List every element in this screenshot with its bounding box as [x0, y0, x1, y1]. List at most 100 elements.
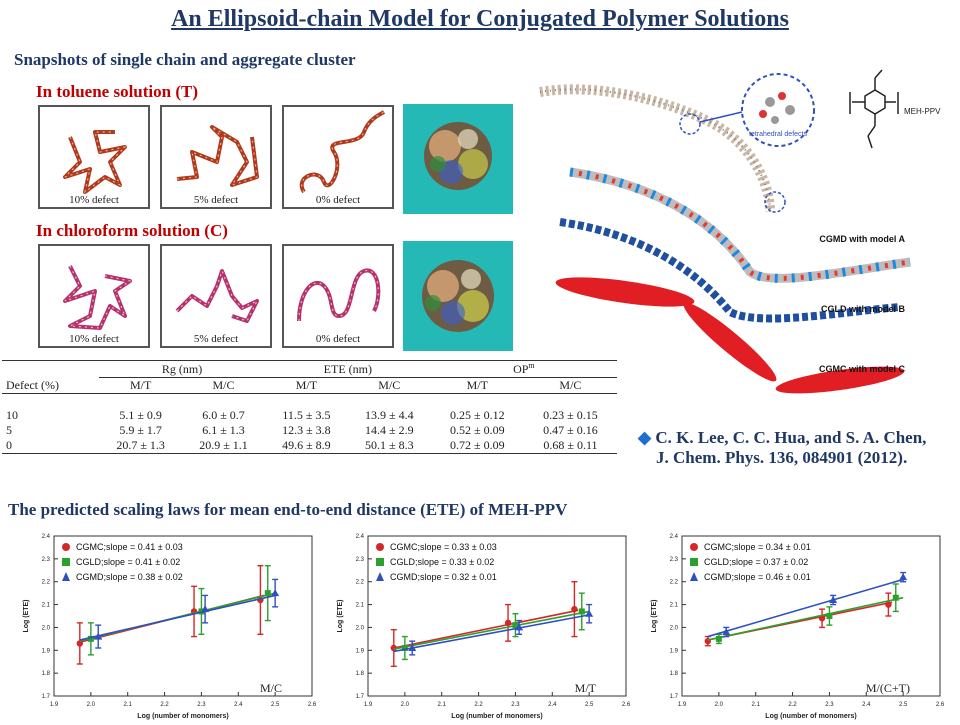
y-tick-label: 2.1: [356, 603, 365, 609]
model-c-label: CGMC with model C: [819, 364, 905, 374]
panel-label: M/(C+T): [866, 681, 910, 695]
aggregate-cluster-chloroform: [403, 241, 513, 351]
data-point: [899, 573, 908, 581]
reference-line-1: C. K. Lee, C. C. Hua, and S. A. Chen,: [655, 428, 927, 447]
legend-marker: [62, 558, 70, 566]
legend-entry: CGMD;slope = 0.38 ± 0.02: [76, 572, 183, 582]
y-axis-label: Log (ETE): [23, 599, 30, 632]
x-tick-label: 2.1: [752, 702, 761, 708]
y-tick-label: 1.7: [670, 694, 679, 700]
header-op: OPm: [430, 360, 617, 378]
x-axis-label: Log (number of monomers): [451, 713, 542, 720]
legend-entry: CGMD;slope = 0.46 ± 0.01: [704, 572, 811, 582]
table-cell: 20.9 ± 1.1: [199, 438, 248, 452]
diamond-bullet-icon: ◆: [638, 428, 652, 447]
model-illustration: tetrahedral defects MEH-PPV CGMD with mo…: [539, 69, 941, 394]
y-tick-label: 1.7: [42, 694, 51, 700]
data-point: [715, 635, 722, 642]
aggregate-cluster-toluene: [403, 104, 513, 214]
x-tick-label: 1.9: [50, 702, 59, 708]
data-point: [504, 619, 512, 627]
meh-ppv-label: MEH-PPV: [904, 107, 941, 116]
snapshot-chloroform-0: 0% defect: [282, 244, 394, 348]
x-tick-label: 2.5: [585, 702, 594, 708]
table-cell: 20.7 ± 1.3: [116, 438, 165, 452]
fit-line: [79, 594, 276, 641]
table-cell: 12.3 ± 3.8: [282, 423, 331, 437]
x-tick-label: 2.6: [308, 702, 317, 708]
x-tick-label: 2.5: [271, 702, 280, 708]
tetrahedral-defects-label: tetrahedral defects: [749, 131, 807, 138]
x-tick-label: 2.1: [438, 702, 447, 708]
table-cell: 5.1 ± 0.9: [119, 408, 162, 422]
defect-label: 0% defect: [315, 333, 361, 345]
y-tick-label: 1.8: [356, 671, 365, 677]
table-cell: 11.5 ± 3.5: [282, 408, 331, 422]
data-point: [201, 605, 210, 613]
table-cell: 0.68 ± 0.11: [543, 438, 598, 452]
snapshot-chloroform-5: 5% defect: [160, 244, 272, 348]
table-cell: 5: [6, 423, 12, 437]
x-tick-label: 2.0: [715, 702, 724, 708]
subheader: M/C: [212, 378, 235, 392]
y-tick-label: 2.4: [356, 534, 365, 540]
x-tick-label: 2.2: [160, 702, 169, 708]
fit-line: [393, 610, 590, 650]
x-tick-label: 2.4: [548, 702, 557, 708]
x-tick-label: 2.2: [788, 702, 797, 708]
legend-entry: CGLD;slope = 0.41 ± 0.02: [76, 557, 180, 567]
chain-image: [63, 265, 132, 330]
data-point: [571, 605, 578, 613]
x-tick-label: 2.6: [622, 702, 631, 708]
subheader: M/T: [466, 378, 488, 392]
x-tick-label: 2.4: [862, 702, 871, 708]
fit-line: [707, 596, 904, 641]
legend-entry: CGMC;slope = 0.34 ± 0.01: [704, 542, 811, 552]
scaling-heading: The predicted scaling laws for mean end-…: [8, 500, 568, 519]
snapshot-toluene-10: 10% defect: [38, 105, 150, 209]
legend-entry: CGLD;slope = 0.37 ± 0.02: [704, 557, 808, 567]
data-point: [94, 632, 103, 640]
table-cell: 0.47 ± 0.16: [543, 423, 598, 437]
data-point: [818, 615, 826, 622]
table-cell: 49.6 ± 8.9: [282, 438, 331, 452]
header-ete: ETE (nm): [264, 360, 431, 378]
table-cell: 5.9 ± 1.7: [119, 423, 162, 437]
model-a-label: CGMD with model A: [819, 234, 905, 244]
panel-label: M/C: [260, 681, 282, 695]
results-table: Rg (nm) ETE (nm) OPm Defect (%) M/T M/C …: [2, 360, 617, 454]
subheader: M/C: [378, 378, 401, 392]
y-tick-label: 2.2: [670, 580, 679, 586]
x-tick-label: 2.4: [234, 702, 243, 708]
snapshot-chloroform-10: 10% defect: [38, 244, 150, 348]
table-cell: 0.25 ± 0.12: [450, 408, 505, 422]
fit-line: [393, 614, 590, 653]
legend-marker: [690, 558, 698, 566]
fit-line: [707, 578, 904, 638]
x-axis-label: Log (number of monomers): [765, 713, 856, 720]
data-point: [408, 644, 417, 651]
reference: ◆ C. K. Lee, C. C. Hua, and S. A. Chen, …: [638, 428, 926, 468]
table-cell: 13.9 ± 4.4: [364, 408, 414, 422]
chain-image: [297, 268, 381, 322]
table-cell: 0.23 ± 0.15: [543, 408, 598, 422]
chain-image: [175, 269, 259, 323]
table-cell: 6.1 ± 1.3: [202, 423, 245, 437]
legend-marker: [376, 543, 384, 551]
chart-mc: 1.9 2.0 2.1 2.2 2.3 2.4 2.5 2.6 1.7 1.8 1.9 2.0 2.1 2…: [14, 530, 324, 720]
data-point: [722, 628, 731, 635]
subheader: M/T: [129, 378, 152, 392]
x-tick-label: 2.2: [474, 702, 483, 708]
table-row: 0 20.7 ± 1.3 20.9 ± 1.1 49.6 ± 8.9 50.1 …: [2, 438, 617, 454]
data-point: [578, 608, 585, 615]
data-point: [87, 635, 94, 642]
plot-frame: [681, 535, 941, 697]
y-tick-label: 2.4: [42, 534, 51, 540]
chart-mt: 1.9 2.0 2.1 2.2 2.3 2.4 2.5 2.6 1.7 1.8 1.9 2.0 2.1 2…: [328, 530, 638, 720]
data-point: [76, 640, 83, 647]
y-axis-label: Log (ETE): [337, 599, 344, 632]
x-axis-label: Log (number of monomers): [137, 713, 228, 720]
chloroform-label: In chloroform solution (C): [36, 221, 228, 240]
y-axis-label: Log (ETE): [651, 599, 658, 632]
legend-entry: CGMC;slope = 0.41 ± 0.03: [76, 542, 183, 552]
